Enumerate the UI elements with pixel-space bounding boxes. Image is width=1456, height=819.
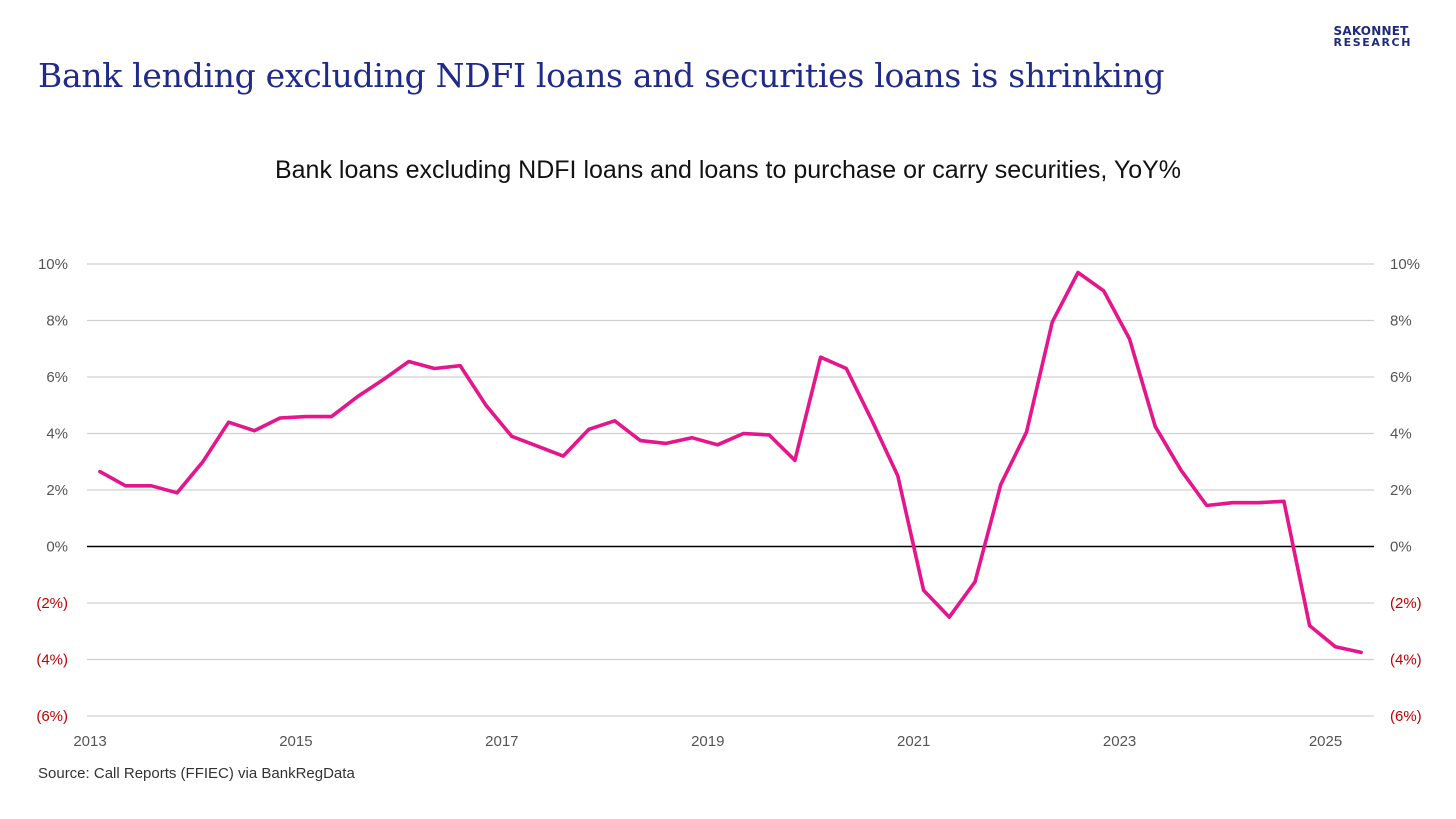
data-point bbox=[381, 378, 385, 381]
data-point bbox=[98, 470, 102, 473]
y-tick-label-right: 6% bbox=[1390, 369, 1412, 386]
y-tick-label-right: 0% bbox=[1390, 539, 1412, 556]
y-tick-label-left: 6% bbox=[46, 369, 68, 386]
data-point bbox=[767, 433, 771, 437]
data-point bbox=[1154, 425, 1157, 428]
data-point bbox=[922, 589, 925, 592]
data-point bbox=[587, 428, 591, 431]
y-tick-label-left: 0% bbox=[46, 539, 68, 556]
axis-labels: 10% 10% 8% 8% 6% 6% 4% 4% 2% 2% 0% 0% (2%) (2%) (4%) (4… bbox=[36, 256, 1421, 750]
data-point bbox=[124, 484, 127, 487]
data-point bbox=[433, 367, 436, 370]
data-point bbox=[1359, 651, 1363, 654]
data-point bbox=[973, 580, 977, 583]
series-line bbox=[98, 270, 1363, 655]
data-point bbox=[613, 419, 616, 422]
y-tick-label-left: (2%) bbox=[36, 595, 68, 612]
chart-title: Bank loans excluding NDFI loans and loan… bbox=[274, 156, 1182, 184]
x-tick-label: 2013 bbox=[73, 733, 106, 750]
data-point bbox=[639, 439, 642, 442]
data-point bbox=[1231, 501, 1234, 504]
data-point bbox=[870, 419, 874, 422]
x-tick-label: 2021 bbox=[897, 733, 930, 750]
data-point bbox=[742, 432, 745, 435]
y-tick-label-right: 8% bbox=[1390, 313, 1412, 330]
brand-logo: SAKONNET RESEARCH bbox=[1333, 24, 1412, 49]
data-point bbox=[896, 474, 899, 478]
x-tick-label: 2015 bbox=[279, 733, 312, 750]
data-point bbox=[330, 415, 333, 418]
data-point bbox=[562, 454, 565, 458]
y-tick-label-left: (6%) bbox=[36, 708, 68, 725]
data-point bbox=[510, 435, 513, 438]
data-point bbox=[278, 416, 282, 420]
data-point bbox=[690, 436, 694, 439]
data-point bbox=[1128, 337, 1131, 341]
data-point bbox=[793, 459, 797, 462]
data-point bbox=[407, 360, 410, 363]
gridlines bbox=[87, 263, 1374, 717]
data-point bbox=[484, 404, 488, 407]
y-tick-label-right: 4% bbox=[1390, 426, 1412, 443]
data-point bbox=[1257, 501, 1260, 504]
data-point bbox=[1205, 504, 1208, 507]
y-tick-label-right: (6%) bbox=[1390, 708, 1422, 725]
x-tick-label: 2023 bbox=[1103, 733, 1136, 750]
data-point bbox=[1076, 271, 1080, 274]
logo-line-2: RESEARCH bbox=[1333, 36, 1412, 49]
data-point bbox=[664, 442, 668, 445]
data-point bbox=[459, 364, 462, 367]
data-point bbox=[845, 367, 848, 370]
data-point bbox=[1334, 645, 1337, 648]
data-point bbox=[175, 491, 179, 494]
data-point bbox=[1282, 500, 1286, 503]
y-tick-label-right: 10% bbox=[1390, 256, 1420, 273]
x-tick-label: 2017 bbox=[485, 733, 518, 750]
data-point bbox=[253, 429, 256, 432]
data-point bbox=[716, 443, 719, 446]
x-tick-label: 2025 bbox=[1309, 733, 1342, 750]
data-point bbox=[948, 615, 951, 619]
y-tick-label-right: 2% bbox=[1390, 482, 1412, 499]
data-point bbox=[999, 483, 1002, 486]
data-point bbox=[819, 356, 822, 359]
y-tick-label-left: 8% bbox=[46, 313, 68, 330]
data-point bbox=[304, 415, 307, 418]
data-point bbox=[1102, 289, 1105, 292]
source-note: Source: Call Reports (FFIEC) via BankReg… bbox=[38, 765, 355, 782]
data-point bbox=[356, 395, 359, 398]
y-tick-label-right: (4%) bbox=[1390, 652, 1422, 669]
data-point bbox=[536, 445, 539, 448]
slide-title: Bank lending excluding NDFI loans and se… bbox=[38, 56, 1165, 95]
y-tick-label-left: 2% bbox=[46, 482, 68, 499]
y-tick-label-left: 10% bbox=[38, 256, 68, 273]
data-point bbox=[1025, 430, 1028, 434]
data-point bbox=[227, 421, 230, 424]
logo-line-1: SAKONNET bbox=[1333, 24, 1409, 38]
series-layer bbox=[98, 270, 1363, 655]
x-tick-label: 2019 bbox=[691, 733, 724, 750]
y-tick-label-left: 4% bbox=[46, 426, 68, 443]
data-point bbox=[1051, 320, 1054, 324]
y-tick-label-left: (4%) bbox=[36, 652, 68, 669]
y-tick-label-right: (2%) bbox=[1390, 595, 1422, 612]
data-point bbox=[201, 460, 204, 463]
data-point bbox=[1308, 624, 1311, 627]
data-point bbox=[150, 484, 153, 487]
data-point bbox=[1179, 469, 1183, 472]
